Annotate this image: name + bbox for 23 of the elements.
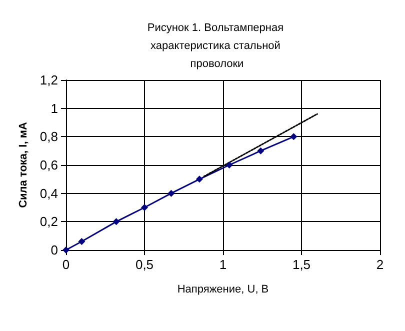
x-tick-label: 1,5 [292,257,311,272]
y-tick-label: 0 [50,242,58,258]
point [290,133,298,140]
y-tick-label: 0,6 [40,158,58,172]
point [141,204,148,211]
y-tick-label: 1,2 [40,72,58,88]
x-tick-label: 2 [376,257,384,272]
chart-title: Рисунок 1. Вольтамперная характеристика стальной проволоки [147,22,287,70]
point [168,190,175,197]
x-tick-label: 0 [62,257,70,272]
y-tick-label: 0,8 [40,129,58,144]
y-tick-label: 0,4 [40,186,58,201]
y-tick-label: 1 [50,100,58,116]
point [112,218,120,226]
x-tick-label: 1 [219,257,227,272]
x-axis-title: Напряжение, U, В [177,284,269,296]
point [78,238,86,245]
point [226,162,233,168]
x-tick-label: 0,5 [135,257,154,272]
y-tick-label: 0,2 [40,214,58,230]
point [257,147,264,154]
y-axis-title: Сила тока, I, мА [18,122,30,208]
point [196,176,203,183]
